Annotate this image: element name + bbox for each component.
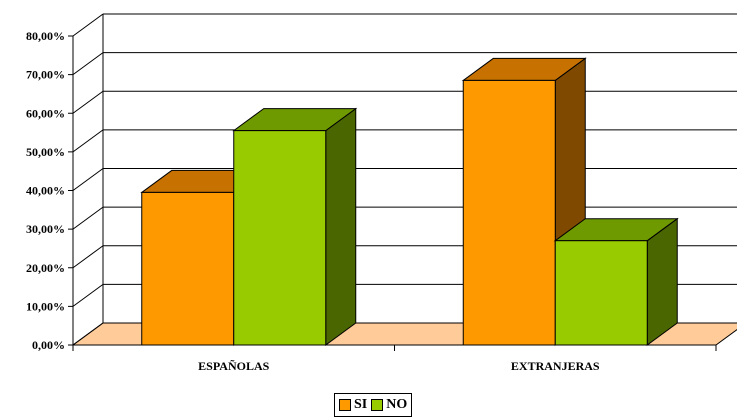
y-tick-label: 60,00% xyxy=(26,106,65,120)
y-tick-label: 50,00% xyxy=(26,145,65,159)
gridline-connector xyxy=(72,322,104,346)
bar-front xyxy=(554,240,648,346)
gridline-connector xyxy=(72,52,104,76)
bar-front xyxy=(141,191,235,346)
legend-item-si: SI xyxy=(339,397,367,413)
legend-item-no: NO xyxy=(371,397,407,413)
bars xyxy=(140,57,679,346)
axes xyxy=(68,14,717,351)
gridline-connector xyxy=(72,129,104,153)
y-tick-label: 70,00% xyxy=(26,68,65,82)
gridline-connector xyxy=(72,168,104,191)
y-tick-label: 0,00% xyxy=(32,338,65,352)
gridline-connector xyxy=(72,283,104,307)
y-tick-label: 30,00% xyxy=(26,222,65,236)
y-tick-label: 80,00% xyxy=(26,29,65,43)
gridline-connector xyxy=(72,90,104,114)
bar-no-extranjeras xyxy=(553,217,679,346)
bar-front xyxy=(233,130,327,346)
x-tick-label: EXTRANJERAS xyxy=(511,359,600,373)
gridline-connector xyxy=(72,206,104,230)
chart-canvas: 0,00% 10,00% 20,00% 30,00% 40,00% 50,00% 60,00… xyxy=(26,13,737,373)
bar-no-espanolas xyxy=(232,107,358,346)
x-tick-label: ESPAÑOLAS xyxy=(198,359,269,373)
y-tick-label: 10,00% xyxy=(26,299,65,313)
gridline-connector xyxy=(72,13,104,37)
y-tick-label: 40,00% xyxy=(26,184,65,198)
bar-front xyxy=(462,79,556,346)
legend-swatch-si xyxy=(339,399,351,411)
gridline-connector xyxy=(72,245,104,269)
legend-swatch-no xyxy=(371,399,384,411)
legend-label-si: SI xyxy=(354,397,368,412)
legend-label-no: NO xyxy=(386,397,408,412)
tick-labels: 0,00% 10,00% 20,00% 30,00% 40,00% 50,00% 60,00… xyxy=(26,29,600,373)
y-tick-label: 20,00% xyxy=(26,261,65,275)
bar-side xyxy=(325,107,357,346)
legend: SI NO xyxy=(334,393,413,417)
